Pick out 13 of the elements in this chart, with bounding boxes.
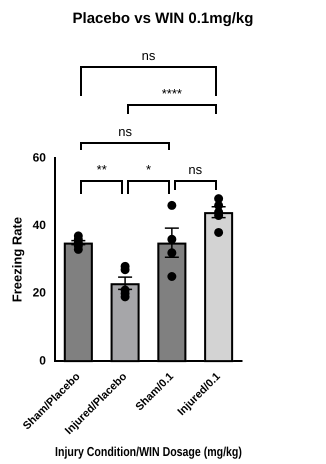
y-tick-label: 40 xyxy=(32,218,46,232)
annotation: ** xyxy=(96,162,107,178)
text: ns xyxy=(142,48,156,64)
chart-title: Placebo vs WIN 0.1mg/kg xyxy=(72,10,254,27)
x-axis-title: Injury Condition/WIN Dosage (mg/kg) xyxy=(55,444,242,460)
y-tick-label: 60 xyxy=(32,150,46,164)
annotation: ns xyxy=(188,162,203,178)
y-axis-title: Freezing Rate xyxy=(9,216,24,302)
text: **** xyxy=(162,86,182,102)
text: ns xyxy=(118,124,132,140)
annotation: * xyxy=(146,162,152,178)
y-tick-label: 0 xyxy=(39,353,46,368)
y-tick-label: 20 xyxy=(32,286,46,300)
